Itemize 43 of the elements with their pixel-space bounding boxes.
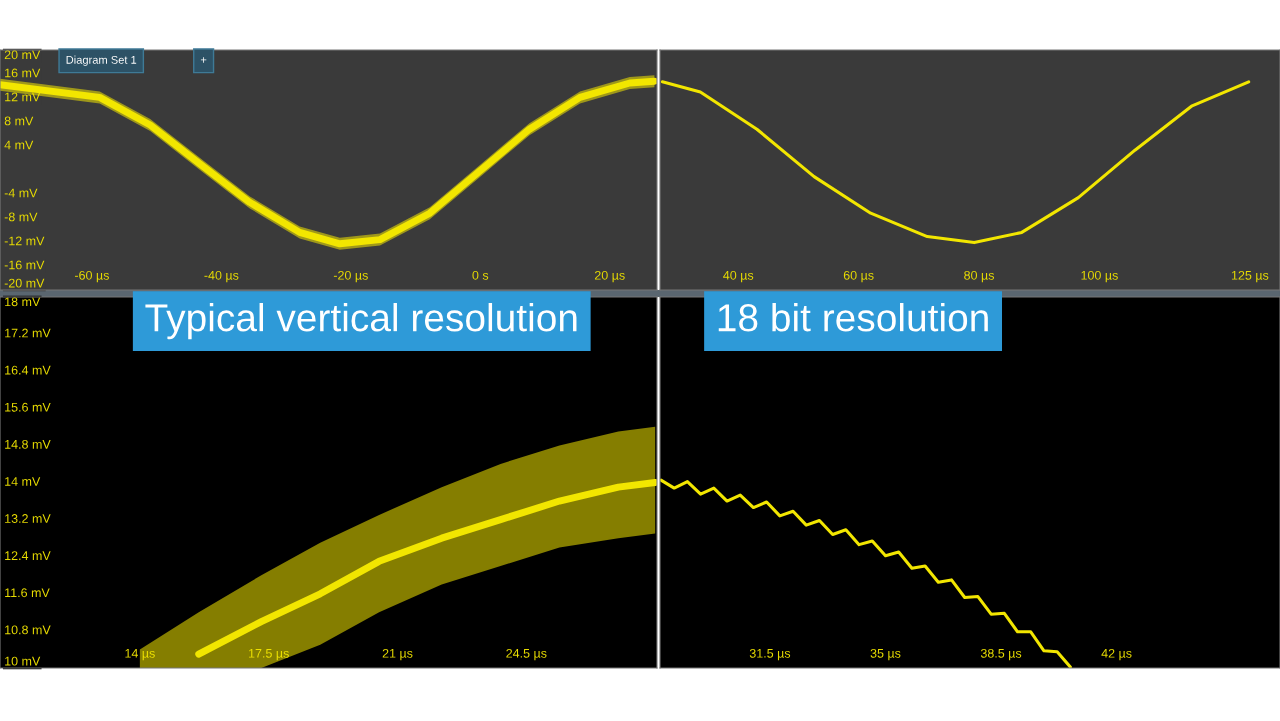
x-tick-label: 17.5 µs (249, 649, 289, 661)
x-tick-label: -20 µs (333, 270, 368, 283)
x-tick-label: 21 µs (382, 648, 413, 661)
x-tick-label: 80 µs (964, 270, 994, 283)
y-tick-label: 12 mV (5, 92, 41, 102)
x-tick-label: 14 µs (125, 649, 155, 661)
x-tick-label: 100 µs (1081, 270, 1118, 283)
annotation: + (200, 57, 207, 63)
y-tick-label: -12 mV (4, 236, 45, 246)
annotation: 18 bit resolution (718, 302, 988, 332)
x-tick-label: 35 µs (870, 648, 901, 661)
x-tick-label: 31.5 µs (749, 648, 791, 661)
x-tick-label: 40 µs (723, 270, 754, 283)
annotation: Diagram Set 1 (66, 55, 137, 66)
y-tick-label: -4 mV (4, 188, 38, 198)
y-tick-label: 17.2 mV (5, 328, 51, 338)
annotation: Typical vertical resolution (145, 302, 577, 340)
y-tick-label: -16 mV (4, 260, 45, 270)
x-tick-label: 24.5 µs (506, 648, 547, 661)
x-tick-label: 60 µs (843, 270, 874, 283)
y-tick-label: -20 mV (4, 278, 45, 288)
y-tick-label: 12.4 mV (5, 551, 51, 560)
y-tick-label: 10.8 mV (5, 625, 51, 635)
y-tick-label: 10 mV (5, 656, 41, 666)
y-tick-label: 18 mV (5, 297, 41, 307)
y-tick-label: 14 mV (5, 477, 41, 486)
y-tick-label: 20 mV (4, 50, 41, 60)
y-tick-label: 16.4 mV (5, 365, 51, 375)
x-tick-label: 0 s (472, 270, 489, 280)
x-tick-label: 20 µs (594, 270, 625, 283)
y-tick-label: 11.6 mV (5, 588, 50, 598)
y-tick-label: 8 mV (4, 116, 34, 126)
y-tick-label: -8 mV (4, 212, 38, 222)
y-tick-label: 15.6 mV (5, 402, 51, 412)
y-tick-label: 16 mV (5, 68, 41, 78)
y-tick-label: 13.2 mV (5, 514, 51, 523)
x-tick-label: 42 µs (1101, 648, 1132, 661)
x-tick-label: -40 µs (204, 270, 239, 283)
y-tick-label: 4 mV (4, 140, 34, 150)
y-tick-label: 14.8 mV (5, 439, 51, 449)
x-tick-label: 38.5 µs (980, 648, 1022, 661)
x-tick-label: -60 µs (74, 270, 109, 283)
x-tick-label: 125 µs (1231, 270, 1269, 283)
